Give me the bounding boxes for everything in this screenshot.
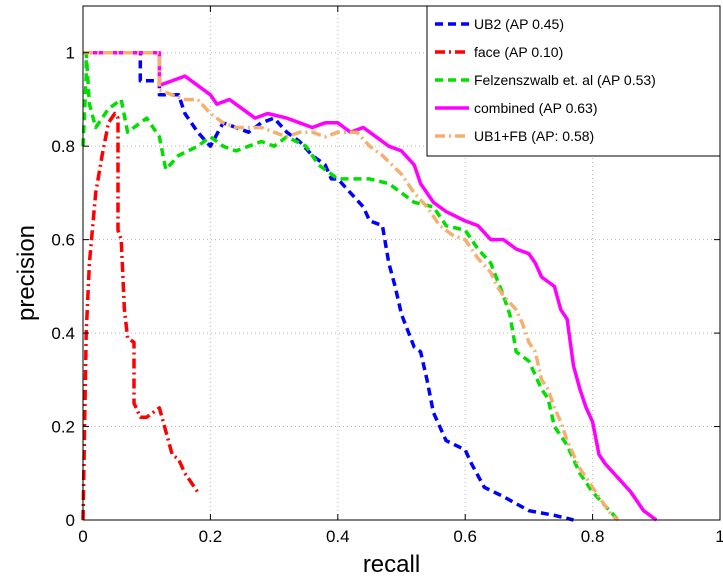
x-tick-label: 0.8 <box>581 527 605 546</box>
y-tick-label: 0.2 <box>51 418 75 437</box>
y-tick-label: 0.4 <box>51 324 75 343</box>
x-axis-title: recall <box>363 551 420 578</box>
y-tick-label: 0.8 <box>51 137 75 156</box>
y-tick-label: 0.6 <box>51 231 75 250</box>
x-tick-label: 0.4 <box>326 527 350 546</box>
legend-label: face (AP 0.10) <box>474 44 563 60</box>
x-tick-label: 1 <box>715 527 723 546</box>
series-line-1 <box>83 114 198 521</box>
x-tick-label: 0 <box>78 527 87 546</box>
legend: UB2 (AP 0.45) face (AP 0.10) Felzenszwalb … <box>427 6 720 156</box>
x-tick-label: 0.2 <box>199 527 223 546</box>
legend-label: UB1+FB (AP: 0.58) <box>474 128 594 144</box>
legend-label: UB2 (AP 0.45) <box>474 16 564 32</box>
y-tick-label: 1 <box>66 44 75 63</box>
legend-label: combined (AP 0.63) <box>474 100 597 116</box>
legend-label: Felzenszwalb et. al (AP 0.53) <box>474 72 656 88</box>
x-tick-label: 0.6 <box>453 527 477 546</box>
y-axis-title: precision <box>13 225 40 321</box>
y-tick-label: 0 <box>66 511 75 530</box>
